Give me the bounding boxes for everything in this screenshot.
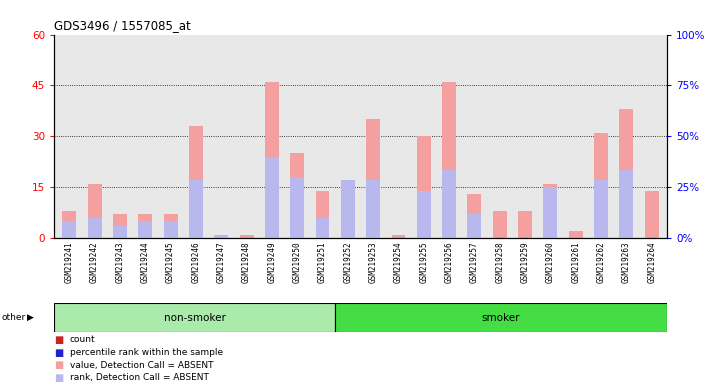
- Text: smoker: smoker: [482, 313, 521, 323]
- Bar: [189, 126, 203, 238]
- Text: ■: ■: [54, 360, 63, 370]
- Bar: [518, 211, 532, 238]
- Text: count: count: [70, 335, 96, 344]
- Bar: [619, 170, 633, 238]
- Text: GSM219261: GSM219261: [571, 241, 580, 283]
- Bar: [54, 303, 335, 332]
- Text: GSM219253: GSM219253: [368, 241, 378, 283]
- Text: value, Detection Call = ABSENT: value, Detection Call = ABSENT: [70, 361, 213, 370]
- Bar: [316, 218, 329, 238]
- Bar: [113, 225, 127, 238]
- Bar: [619, 109, 633, 238]
- Bar: [366, 119, 380, 238]
- Bar: [493, 211, 507, 238]
- Text: GSM219243: GSM219243: [115, 241, 125, 283]
- Bar: [62, 221, 76, 238]
- Text: GSM219260: GSM219260: [546, 241, 555, 283]
- Bar: [544, 187, 557, 238]
- Bar: [291, 177, 304, 238]
- Text: ■: ■: [54, 373, 63, 383]
- Bar: [189, 180, 203, 238]
- Bar: [569, 231, 583, 238]
- Bar: [62, 211, 76, 238]
- Bar: [88, 184, 102, 238]
- Bar: [214, 235, 228, 238]
- Text: GSM219254: GSM219254: [394, 241, 403, 283]
- Bar: [138, 221, 152, 238]
- Bar: [442, 82, 456, 238]
- Text: GSM219252: GSM219252: [343, 241, 353, 283]
- Text: other: other: [1, 313, 26, 322]
- Text: rank, Detection Call = ABSENT: rank, Detection Call = ABSENT: [70, 373, 209, 382]
- Bar: [291, 153, 304, 238]
- Text: non-smoker: non-smoker: [164, 313, 226, 323]
- Bar: [341, 180, 355, 238]
- Bar: [164, 221, 177, 238]
- Text: ■: ■: [54, 335, 63, 345]
- Bar: [164, 214, 177, 238]
- Text: GSM219242: GSM219242: [90, 241, 99, 283]
- Text: GSM219264: GSM219264: [647, 241, 656, 283]
- Bar: [645, 190, 659, 238]
- Bar: [467, 194, 482, 238]
- Bar: [265, 82, 279, 238]
- Text: GSM219257: GSM219257: [470, 241, 479, 283]
- Text: GSM219255: GSM219255: [420, 241, 428, 283]
- Bar: [392, 235, 405, 238]
- Text: GSM219251: GSM219251: [318, 241, 327, 283]
- Text: GSM219245: GSM219245: [166, 241, 175, 283]
- Text: GSM219256: GSM219256: [445, 241, 454, 283]
- Bar: [467, 214, 482, 238]
- Bar: [544, 184, 557, 238]
- Text: GSM219246: GSM219246: [191, 241, 200, 283]
- Bar: [316, 190, 329, 238]
- Bar: [442, 170, 456, 238]
- Text: GSM219259: GSM219259: [521, 241, 530, 283]
- Text: GDS3496 / 1557085_at: GDS3496 / 1557085_at: [54, 19, 191, 32]
- Bar: [417, 190, 430, 238]
- Bar: [594, 133, 608, 238]
- Text: GSM219262: GSM219262: [596, 241, 606, 283]
- Text: GSM219250: GSM219250: [293, 241, 301, 283]
- Bar: [341, 194, 355, 238]
- Bar: [265, 157, 279, 238]
- Bar: [88, 218, 102, 238]
- Text: GSM219263: GSM219263: [622, 241, 631, 283]
- Text: ▶: ▶: [27, 313, 35, 322]
- Text: ■: ■: [54, 348, 63, 358]
- Text: GSM219249: GSM219249: [267, 241, 276, 283]
- Text: GSM219247: GSM219247: [217, 241, 226, 283]
- Bar: [214, 235, 228, 238]
- Text: percentile rank within the sample: percentile rank within the sample: [70, 348, 223, 357]
- Bar: [594, 180, 608, 238]
- Text: GSM219241: GSM219241: [65, 241, 74, 283]
- Text: GSM219244: GSM219244: [141, 241, 150, 283]
- Bar: [417, 136, 430, 238]
- Text: GSM219258: GSM219258: [495, 241, 504, 283]
- Bar: [335, 303, 667, 332]
- Bar: [239, 235, 254, 238]
- Text: GSM219248: GSM219248: [242, 241, 251, 283]
- Bar: [113, 214, 127, 238]
- Bar: [138, 214, 152, 238]
- Bar: [366, 180, 380, 238]
